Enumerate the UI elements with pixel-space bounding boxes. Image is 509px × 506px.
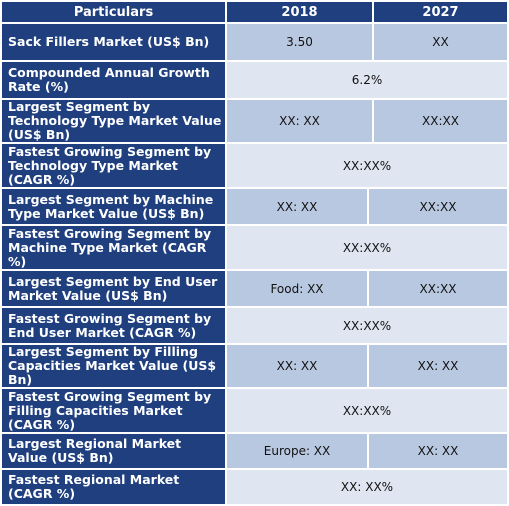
row-label: Compounded Annual Growth Rate (%) <box>2 62 225 98</box>
row-value-2018: 3.50 <box>227 24 372 60</box>
row-value-merged: XX:XX% <box>227 389 507 432</box>
row-value-merged: 6.2% <box>227 62 507 98</box>
header-year-2027: 2027 <box>374 2 507 22</box>
row-value-merged: XX:XX% <box>227 308 507 343</box>
row-value-merged: XX:XX% <box>227 226 507 269</box>
row-value-2018: XX: XX <box>227 189 367 224</box>
row-label: Fastest Growing Segment by Machine Type … <box>2 226 225 269</box>
row-value-2018: XX: XX <box>227 345 367 387</box>
row-label: Largest Segment by End User Market Value… <box>2 271 225 306</box>
row-label: Fastest Regional Market (CAGR %) <box>2 470 225 504</box>
row-label: Fastest Growing Segment by Filling Capac… <box>2 389 225 432</box>
row-label: Largest Regional Market Value (US$ Bn) <box>2 434 225 468</box>
row-value-2027: XX:XX <box>374 100 507 142</box>
row-value-2018: Food: XX <box>227 271 367 306</box>
row-value-2027: XX: XX <box>369 434 507 468</box>
row-value-2018: XX: XX <box>227 100 372 142</box>
row-label: Fastest Growing Segment by End User Mark… <box>2 308 225 343</box>
row-value-2018: Europe: XX <box>227 434 367 468</box>
row-label: Sack Fillers Market (US$ Bn) <box>2 24 225 60</box>
row-value-2027: XX:XX <box>369 271 507 306</box>
row-label: Largest Segment by Filling Capacities Ma… <box>2 345 225 387</box>
row-label: Largest Segment by Machine Type Market V… <box>2 189 225 224</box>
row-value-2027: XX: XX <box>369 345 507 387</box>
row-value-2027: XX:XX <box>369 189 507 224</box>
row-label: Largest Segment by Technology Type Marke… <box>2 100 225 142</box>
header-particulars: Particulars <box>2 2 225 22</box>
header-year-2018: 2018 <box>227 2 372 22</box>
row-value-2027: XX <box>374 24 507 60</box>
row-label: Fastest Growing Segment by Technology Ty… <box>2 144 225 187</box>
row-value-merged: XX: XX% <box>227 470 507 504</box>
row-value-merged: XX:XX% <box>227 144 507 187</box>
